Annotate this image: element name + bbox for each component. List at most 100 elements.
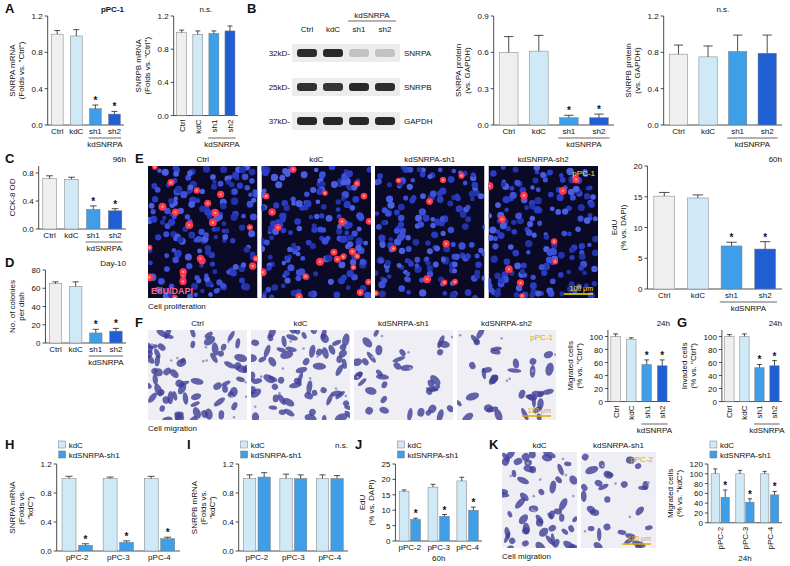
error-line xyxy=(461,477,462,481)
y-tick xyxy=(491,88,494,89)
pore xyxy=(356,376,359,379)
nucleus xyxy=(269,235,274,240)
nucleus xyxy=(204,276,210,282)
edu-nucleus xyxy=(268,208,275,215)
pore xyxy=(409,367,412,370)
nucleus xyxy=(578,204,585,211)
y-tick-label: 10 xyxy=(634,224,643,233)
cell xyxy=(301,331,308,339)
nucleus xyxy=(562,208,568,214)
nucleus xyxy=(380,243,386,249)
nucleus xyxy=(427,174,432,179)
pore xyxy=(205,346,208,349)
nucleus xyxy=(241,214,246,219)
cell xyxy=(251,354,257,362)
nucleus xyxy=(588,186,592,190)
nucleus xyxy=(550,206,555,211)
nucleus xyxy=(296,252,301,257)
y-axis xyxy=(663,16,664,125)
subtitle: 96h xyxy=(113,155,126,164)
cell xyxy=(516,475,530,486)
error-cap xyxy=(261,472,267,473)
nucleus xyxy=(541,270,547,276)
y-tick-label: 0.8 xyxy=(41,489,53,498)
nucleus xyxy=(271,174,278,181)
nucleus xyxy=(560,177,566,183)
cell xyxy=(543,350,554,360)
significance-mark: * xyxy=(125,531,129,542)
nucleus xyxy=(514,263,521,270)
cell xyxy=(200,409,209,419)
cell xyxy=(483,403,494,413)
error-cap xyxy=(504,36,513,37)
nucleus xyxy=(465,289,472,296)
nucleus xyxy=(489,235,494,241)
pore xyxy=(509,475,512,478)
y-tick-label: 60 xyxy=(594,359,603,368)
y-tick xyxy=(36,201,39,202)
error-bar xyxy=(723,490,727,497)
nucleus xyxy=(475,261,482,268)
nucleus xyxy=(452,254,458,260)
annotation: n.s. xyxy=(199,5,212,14)
bar xyxy=(728,51,746,125)
y-tick xyxy=(392,525,395,526)
edu-core xyxy=(196,189,198,191)
nucleus xyxy=(189,233,193,237)
nucleus xyxy=(492,243,498,249)
bar xyxy=(65,179,79,229)
plot-area xyxy=(654,192,776,289)
cell xyxy=(581,490,587,502)
cell xyxy=(603,523,612,532)
blot-band xyxy=(297,49,317,57)
nucleus xyxy=(427,265,433,271)
edu-core xyxy=(460,174,462,176)
significance-mark: * xyxy=(414,508,418,519)
nucleus xyxy=(472,182,478,188)
y-tick-label: 0.0 xyxy=(648,121,660,130)
error-cap xyxy=(319,474,325,475)
y-tick-label: 0.3 xyxy=(478,85,490,94)
x-tick-label: sh2 xyxy=(226,119,235,132)
error-cap xyxy=(703,45,712,46)
nucleus xyxy=(244,247,250,253)
nucleus xyxy=(417,167,422,172)
x-tick-label: sh1 xyxy=(731,127,744,136)
cell xyxy=(378,406,390,415)
y-axis-title: No. of colonies xyxy=(8,280,17,333)
nucleus xyxy=(511,229,517,235)
cell xyxy=(162,366,173,376)
significance-mark: * xyxy=(773,351,777,362)
x-tick-label: Ctrl xyxy=(672,127,685,136)
nucleus xyxy=(321,227,326,232)
cell xyxy=(604,496,610,503)
cell xyxy=(507,510,513,518)
nucleus xyxy=(230,238,235,243)
nucleus xyxy=(399,248,405,254)
bar xyxy=(316,479,328,552)
nucleus xyxy=(588,292,595,298)
cell xyxy=(226,330,236,342)
nucleus xyxy=(526,250,530,254)
nucleus xyxy=(282,261,286,265)
cell xyxy=(311,389,318,397)
image-background xyxy=(354,330,453,420)
significance-mark: * xyxy=(773,481,777,492)
nucleus xyxy=(385,268,390,273)
nucleus xyxy=(385,260,391,266)
edu-core xyxy=(182,280,184,282)
nucleus xyxy=(340,236,347,243)
panel-letter: D xyxy=(5,255,14,270)
edu-nucleus xyxy=(316,258,324,266)
error-cap xyxy=(693,194,703,195)
nucleus xyxy=(512,250,519,257)
cell xyxy=(427,403,438,415)
pore xyxy=(539,478,542,481)
cell xyxy=(361,335,375,349)
cell xyxy=(564,461,572,466)
nucleus xyxy=(336,199,341,204)
y-axis-title: (vs. GAPDH) xyxy=(463,47,472,94)
nucleus xyxy=(297,226,302,231)
x-tick-label: sh1 xyxy=(755,405,764,418)
error-line xyxy=(708,46,709,57)
